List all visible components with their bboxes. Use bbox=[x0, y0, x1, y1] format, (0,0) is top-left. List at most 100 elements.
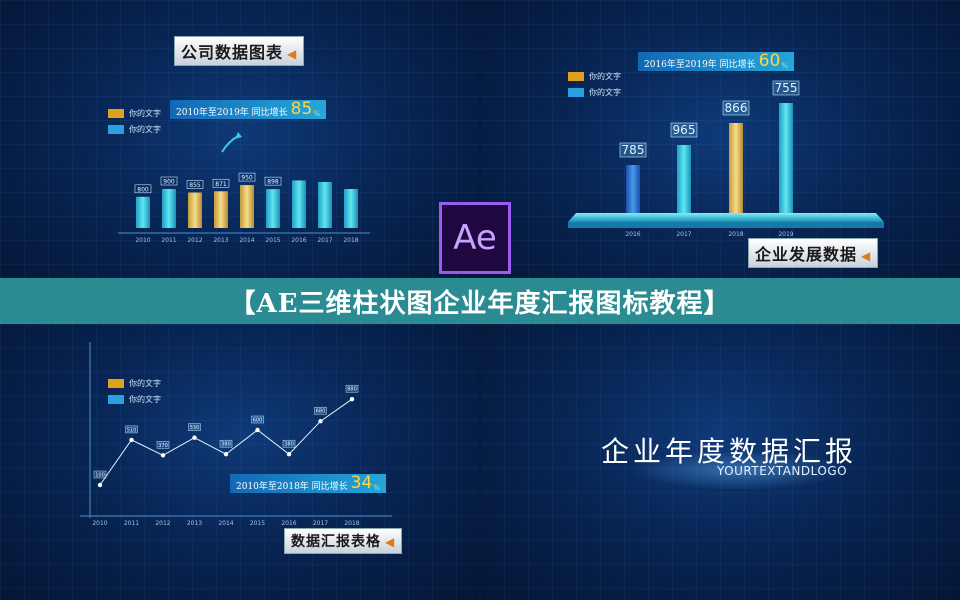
tick-label: 2015 bbox=[250, 520, 265, 527]
data-label-box bbox=[93, 470, 107, 479]
data-point bbox=[286, 452, 292, 457]
title-banner: 【AE三维柱状图企业年度汇报图标教程】 bbox=[0, 278, 960, 324]
data-point bbox=[255, 427, 260, 433]
data-label: 866 bbox=[725, 101, 748, 115]
panel-company-data-chart: 公司数据图表 ◀ 你的文字 你的文字 2010年至2019年 同比增长 85% 80… bbox=[0, 0, 480, 300]
data-label: 965 bbox=[673, 123, 696, 137]
bar bbox=[779, 103, 793, 213]
data-label-box bbox=[134, 184, 152, 194]
data-label-box bbox=[619, 142, 647, 158]
tick-label: 2019 bbox=[778, 231, 793, 238]
data-label: 871 bbox=[215, 181, 227, 188]
bar bbox=[344, 189, 358, 228]
data-label-box bbox=[264, 176, 282, 186]
data-label: 800 bbox=[137, 186, 149, 193]
legend-item: 你的文字 bbox=[589, 72, 621, 81]
panel1-tag: 公司数据图表 ◀ bbox=[174, 36, 305, 66]
tick-label: 2017 bbox=[317, 237, 332, 244]
data-label-box bbox=[188, 423, 201, 431]
tick-label: 2018 bbox=[343, 237, 358, 244]
legend-item: 你的文字 bbox=[129, 125, 161, 134]
tick-label: 2013 bbox=[187, 520, 202, 527]
panel-title-card: 企业年度数据汇报 YOURTEXTANDLOGO bbox=[480, 300, 960, 600]
bar bbox=[162, 189, 176, 228]
panel-report-table: 你的文字 你的文字 100 2010 510 2011 370 2012 530 2013 38… bbox=[0, 300, 480, 600]
data-label-box bbox=[125, 425, 138, 434]
data-label: 898 bbox=[267, 179, 279, 186]
data-label: 100 bbox=[95, 473, 105, 479]
tick-label: 2018 bbox=[344, 520, 359, 527]
data-label: 755 bbox=[775, 81, 798, 95]
data-label-box bbox=[670, 122, 698, 138]
after-effects-logo-icon: Ae bbox=[439, 202, 511, 274]
data-label-box bbox=[156, 441, 170, 449]
panel3-tag: 数据汇报表格 ◀ bbox=[284, 528, 403, 554]
tick-label: 2016 bbox=[291, 237, 306, 244]
data-label: 380 bbox=[221, 442, 231, 448]
data-label: 530 bbox=[190, 425, 200, 431]
data-label: 900 bbox=[163, 179, 175, 186]
data-label-box bbox=[772, 80, 800, 96]
tick-label: 2015 bbox=[265, 237, 280, 244]
data-label-box bbox=[219, 439, 233, 448]
legend-item: 你的文字 bbox=[129, 395, 161, 404]
bar bbox=[729, 123, 743, 213]
tick-label: 2014 bbox=[218, 520, 233, 527]
panel2-growth-badge: 2016年至2019年 同比增长 60% bbox=[638, 52, 794, 71]
data-label: 855 bbox=[189, 182, 201, 189]
data-point bbox=[129, 437, 134, 443]
data-label-box bbox=[160, 176, 178, 186]
panel-development-data: 你的文字 你的文字 2016年至2019年 同比增长 60% 785 2016 965… bbox=[480, 0, 960, 300]
title-glow bbox=[630, 450, 850, 490]
bar bbox=[626, 165, 640, 213]
tick-label: 2010 bbox=[92, 520, 107, 527]
chart-base-platform bbox=[568, 213, 884, 222]
tick-label: 2013 bbox=[213, 237, 228, 244]
bar bbox=[318, 181, 332, 228]
legend-item: 你的文字 bbox=[129, 379, 161, 388]
tick-label: 2014 bbox=[239, 237, 254, 244]
tick-label: 2017 bbox=[676, 231, 691, 238]
tick-label: 2011 bbox=[161, 237, 176, 244]
data-point bbox=[223, 452, 229, 457]
tick-label: 2012 bbox=[155, 520, 170, 527]
data-point bbox=[318, 419, 323, 424]
data-label-box bbox=[722, 100, 750, 116]
data-point bbox=[97, 482, 103, 488]
tick-label: 2011 bbox=[124, 520, 139, 527]
bar bbox=[214, 191, 228, 228]
tick-label: 2010 bbox=[135, 237, 150, 244]
tick-label: 2012 bbox=[187, 237, 202, 244]
data-label: 950 bbox=[241, 175, 253, 182]
data-label: 370 bbox=[158, 443, 168, 449]
tick-label: 2016 bbox=[625, 231, 640, 238]
data-label-box bbox=[251, 415, 264, 424]
tick-label: 2017 bbox=[313, 520, 328, 527]
data-label: 600 bbox=[253, 418, 263, 424]
chart-base-front bbox=[568, 222, 884, 228]
arrow-head-icon bbox=[235, 132, 242, 139]
tick-label: 2018 bbox=[728, 231, 743, 238]
panel1-legend: 你的文字 你的文字 bbox=[108, 108, 161, 140]
data-label-box bbox=[238, 172, 256, 182]
bar bbox=[240, 185, 254, 228]
tick-label: 2016 bbox=[281, 520, 296, 527]
data-label-box bbox=[212, 178, 230, 188]
panel3-growth-badge: 2010年至2018年 同比增长 34% bbox=[230, 474, 386, 493]
data-label: 785 bbox=[622, 143, 645, 157]
panel3-legend: 你的文字 你的文字 bbox=[108, 378, 161, 410]
bar bbox=[136, 196, 150, 228]
data-label: 680 bbox=[316, 409, 326, 415]
panel3-line-chart: 100 2010 510 2011 370 2012 530 2013 380 2014 600 20… bbox=[80, 342, 392, 527]
data-label: 510 bbox=[127, 427, 137, 433]
panel1-growth-badge: 2010年至2019年 同比增长 85% bbox=[170, 100, 326, 119]
bar bbox=[677, 145, 691, 213]
bar bbox=[188, 192, 202, 228]
data-label: 380 bbox=[284, 442, 294, 448]
data-point bbox=[349, 397, 355, 402]
bar bbox=[266, 189, 280, 228]
data-label-box bbox=[186, 180, 204, 189]
banner-title: 【AE三维柱状图企业年度汇报图标教程】 bbox=[229, 288, 731, 319]
data-label-box bbox=[282, 439, 296, 448]
data-label: 880 bbox=[347, 387, 357, 393]
